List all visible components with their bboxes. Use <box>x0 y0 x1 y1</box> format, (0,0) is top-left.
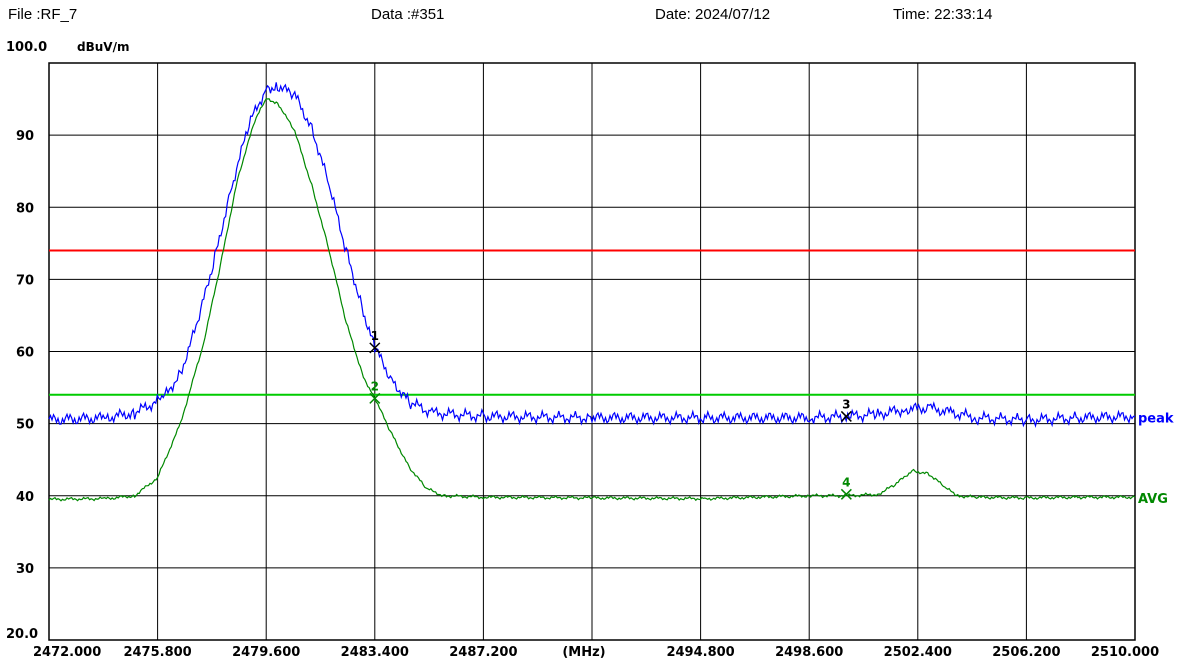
chart-markers: 1 2 3 4 <box>369 329 852 500</box>
series-label-avg: AVG <box>1138 492 1168 507</box>
series-label-peak: peak <box>1138 411 1174 426</box>
file-name: File :RF_7 <box>8 6 78 23</box>
test-time: Time: 22:33:14 <box>893 6 993 23</box>
x-tick-label: 2502.400 <box>884 645 952 660</box>
test-date: Date: 2024/07/12 <box>655 6 771 23</box>
x-tick-label: 2498.600 <box>775 645 843 660</box>
marker-label: 3 <box>842 397 850 411</box>
data-id: Data :#351 <box>371 6 445 23</box>
y-tick-label: 30 <box>16 562 34 577</box>
marker-label: 1 <box>371 329 379 343</box>
chart-grid <box>48 62 1136 641</box>
axis-labels: 2472.000 2475.800 2479.600 2483.400 2487.200… <box>6 40 1174 660</box>
y-tick-label: 20.0 <box>6 627 38 642</box>
limit-lines <box>49 249 1135 396</box>
x-tick-label: 2506.200 <box>992 645 1060 660</box>
marker-label: 4 <box>842 475 850 489</box>
x-tick-label: 2510.000 <box>1091 645 1159 660</box>
x-tick-label: 2487.200 <box>449 645 517 660</box>
series-line-peak <box>48 82 1135 429</box>
marker-x <box>840 488 852 500</box>
marker-x <box>840 410 852 422</box>
x-tick-label: 2479.600 <box>232 645 300 660</box>
marker-label: 2 <box>371 379 379 393</box>
x-unit-label: (MHz) <box>562 645 605 660</box>
series-lines <box>48 82 1136 502</box>
y-tick-label: 90 <box>16 129 34 144</box>
y-tick-label: 100.0 <box>6 40 47 55</box>
y-axis-label: dBuV/m <box>77 40 129 54</box>
y-tick-label: 80 <box>16 201 34 216</box>
marker-x <box>369 392 381 404</box>
marker-x <box>369 342 381 354</box>
series-line-avg <box>48 98 1136 502</box>
x-tick-label: 2483.400 <box>341 645 409 660</box>
y-tick-label: 60 <box>16 346 34 361</box>
y-tick-label: 70 <box>16 273 34 288</box>
y-tick-label: 40 <box>16 490 34 505</box>
x-tick-label: 2472.000 <box>33 645 101 660</box>
x-tick-label: 2475.800 <box>123 645 191 660</box>
y-tick-label: 50 <box>16 418 34 433</box>
x-tick-label: 2494.800 <box>666 645 734 660</box>
